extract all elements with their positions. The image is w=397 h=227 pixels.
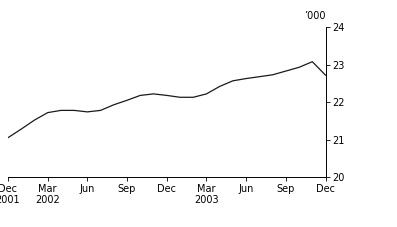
Text: ’000: ’000 bbox=[304, 11, 326, 21]
